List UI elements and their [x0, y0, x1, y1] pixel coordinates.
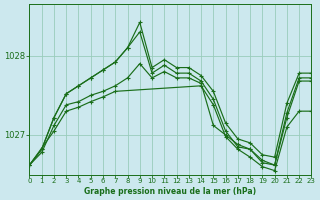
X-axis label: Graphe pression niveau de la mer (hPa): Graphe pression niveau de la mer (hPa) — [84, 187, 257, 196]
